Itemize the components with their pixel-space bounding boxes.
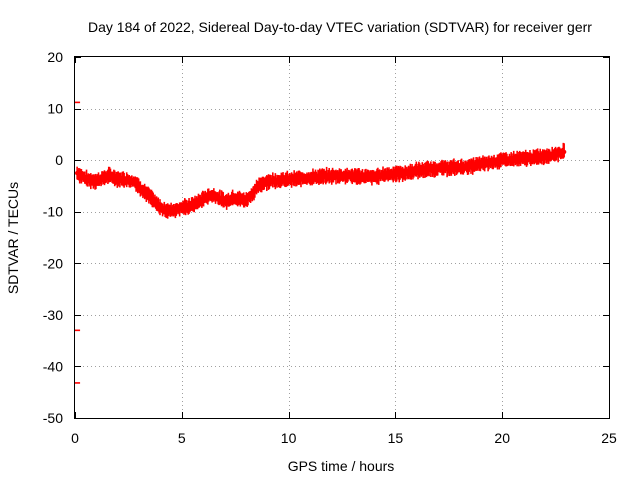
sdtvar-point (297, 176, 302, 181)
axis-ticks: 0 5 10 15 20 25 -50 -40 -30 -20 -10 0 10 20 (43, 49, 617, 446)
y-tick-label: 20 (47, 49, 63, 65)
sdtvar-point (132, 179, 138, 185)
sdtvar-point (124, 177, 129, 182)
sdtvar-point (393, 171, 398, 176)
sdtvar-point (382, 172, 387, 177)
sdtvar-point (361, 174, 366, 179)
sdtvar-point (230, 195, 236, 200)
sdtvar-point (414, 168, 419, 173)
sdtvar-point (553, 151, 558, 157)
y-tick-label: 0 (55, 152, 63, 168)
sdtvar-point (542, 153, 548, 159)
y-tick-label: -10 (43, 204, 63, 220)
sdtvar-point (115, 176, 120, 181)
sdtvar-point (561, 149, 567, 155)
sdtvar-point (425, 167, 430, 172)
y-axis-label: SDTVAR / TECUs (5, 182, 21, 294)
sdtvar-point (250, 191, 255, 196)
sdtvar-point (106, 173, 112, 178)
y-tick-label: -30 (43, 307, 63, 323)
y-tick-label: -50 (43, 410, 63, 426)
sdtvar-point (277, 178, 283, 183)
chart-title: Day 184 of 2022, Sidereal Day-to-day VTE… (88, 19, 592, 35)
sdtvar-point (218, 196, 223, 202)
sdtvar-point (153, 201, 159, 207)
y-tick-label: -40 (43, 358, 63, 374)
sdtvar-point (198, 198, 204, 203)
sdtvar-point (205, 194, 210, 199)
sdtvar-point (74, 170, 80, 176)
y-tick-label: -20 (43, 255, 63, 271)
x-tick-label: 25 (601, 430, 617, 446)
x-tick-label: 5 (178, 430, 186, 446)
sdtvar-point (139, 186, 144, 191)
sdtvar-point (192, 201, 197, 207)
sdtvar-point (467, 164, 473, 169)
sdtvar-point (79, 173, 84, 178)
sdtvar-point (403, 170, 409, 176)
sdtvar-point (166, 208, 172, 213)
sdtvar-point (521, 156, 526, 161)
sdtvar-point (211, 193, 217, 198)
sdtvar-point (160, 206, 165, 212)
sdtvar-point (350, 173, 355, 179)
sdtvar-point (286, 177, 291, 182)
sdtvar-point (478, 162, 484, 167)
sdtvar-point (237, 196, 242, 202)
sdtvar-point (269, 178, 274, 183)
sdtvar-point (489, 160, 494, 165)
sdtvar-point (307, 175, 313, 180)
sdtvar-point (371, 174, 377, 180)
sdtvar-point (173, 207, 178, 212)
sdtvar-point (510, 157, 516, 162)
x-tick-label: 10 (281, 430, 297, 446)
x-tick-label: 20 (494, 430, 510, 446)
sdtvar-point (100, 175, 105, 181)
sdtvar-point (446, 165, 451, 171)
plot-frame (74, 56, 610, 419)
sdtvar-point (85, 177, 91, 182)
sdtvar-point (318, 174, 323, 179)
sdtvar-point (532, 155, 537, 160)
data-series (74, 101, 567, 384)
sdtvar-point (186, 204, 191, 209)
sdtvar-point (243, 198, 249, 203)
sdtvar-point (339, 173, 345, 178)
sdtvar-point (500, 157, 505, 163)
x-tick-label: 0 (71, 430, 79, 446)
sdtvar-point (94, 178, 99, 183)
y-tick-label: 10 (47, 101, 63, 117)
sdtvar-point (457, 165, 462, 170)
sdtvar-point (256, 183, 261, 189)
x-tick-label: 15 (388, 430, 404, 446)
sdtvar-point (435, 166, 441, 171)
x-axis-label: GPS time / hours (288, 458, 395, 474)
sdtvar-point (262, 179, 268, 185)
sdtvar-point (179, 205, 184, 210)
sdtvar-point (224, 199, 229, 204)
sdtvar-point (147, 194, 152, 199)
sdtvar-point (329, 173, 334, 179)
